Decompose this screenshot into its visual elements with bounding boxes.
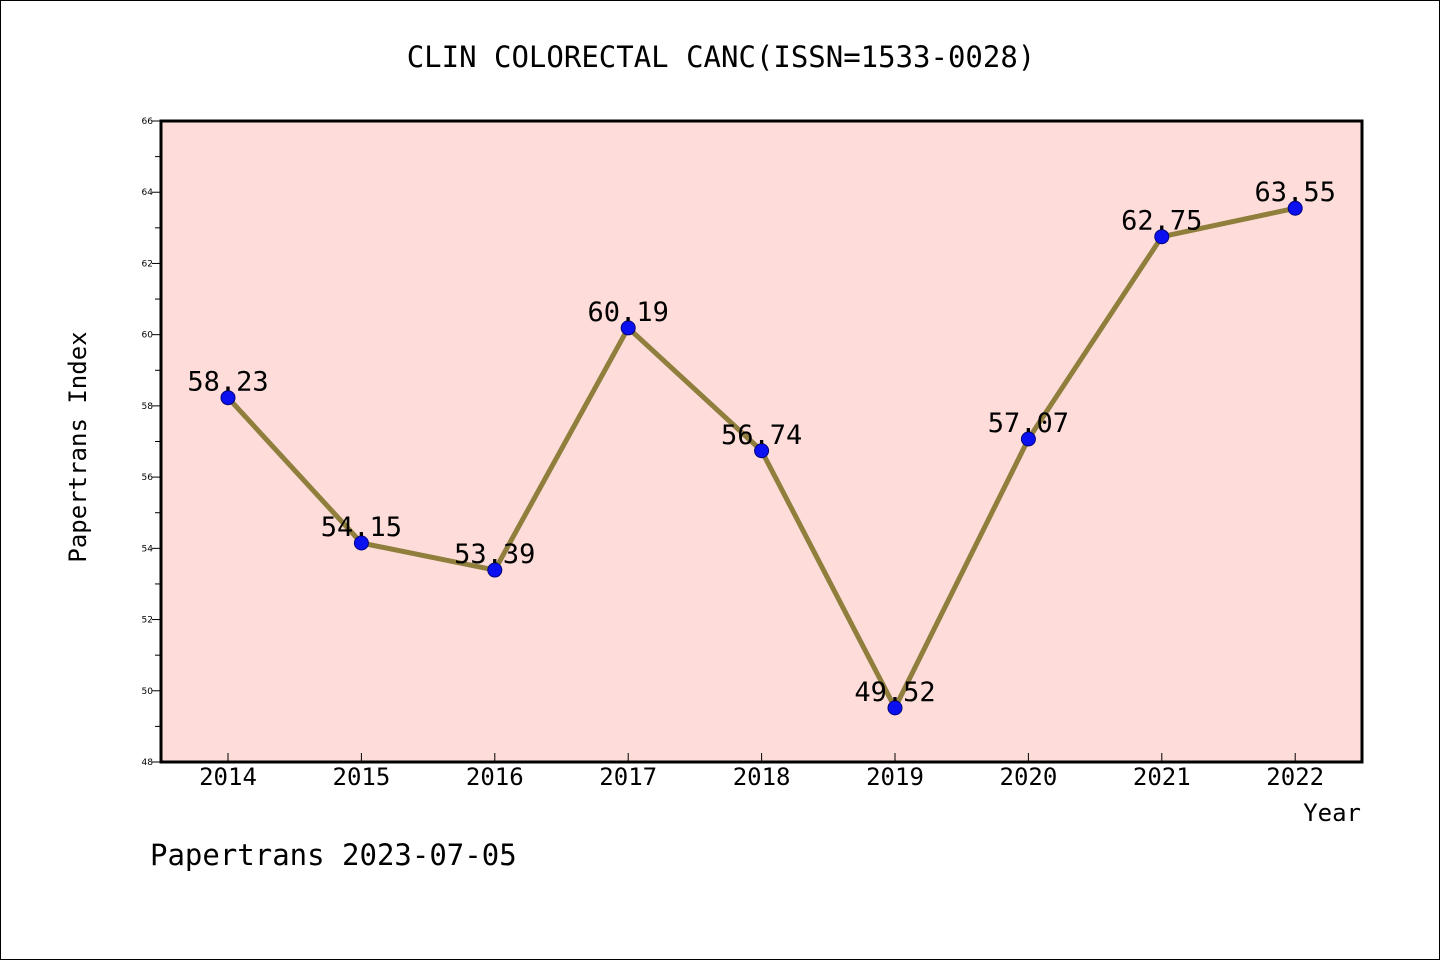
data-label: 57.07 xyxy=(988,408,1069,439)
data-point xyxy=(220,390,236,406)
y-tick-label: 66 xyxy=(142,117,154,127)
y-tick-label: 58 xyxy=(142,402,154,412)
data-point xyxy=(1287,200,1303,216)
x-tick-label: 2020 xyxy=(1000,763,1058,791)
y-tick-label: 52 xyxy=(142,616,153,626)
x-tick-label: 2019 xyxy=(866,763,924,791)
x-tick-label: 2016 xyxy=(466,763,524,791)
y-tick-label: 62 xyxy=(142,259,153,269)
chart-title: CLIN COLORECTAL CANC(ISSN=1533-0028) xyxy=(407,40,1036,74)
data-label: 63.55 xyxy=(1255,177,1336,208)
data-label: 58.23 xyxy=(187,367,268,398)
data-label: 54.15 xyxy=(321,512,402,543)
data-point xyxy=(487,562,503,578)
x-axis-ticks: 2014 2015 2016 2017 2018 2019 2020 2021 2022 xyxy=(199,753,1324,791)
data-label: 49.52 xyxy=(854,677,935,708)
data-point xyxy=(887,700,903,716)
y-tick-label: 48 xyxy=(142,758,154,768)
data-point xyxy=(1020,431,1036,447)
y-tick-label: 50 xyxy=(142,687,154,697)
x-tick-label: 2017 xyxy=(599,763,657,791)
x-tick-label: 2015 xyxy=(333,763,391,791)
data-point xyxy=(353,535,369,551)
x-axis-label: Year xyxy=(1303,799,1361,827)
data-point xyxy=(620,320,636,336)
data-label: 60.19 xyxy=(588,297,669,328)
x-tick-label: 2022 xyxy=(1266,763,1324,791)
y-axis-label: Papertrans Index xyxy=(64,331,92,562)
footer-stamp: Papertrans 2023-07-05 xyxy=(150,838,517,872)
x-tick-label: 2014 xyxy=(199,763,257,791)
y-tick-label: 56 xyxy=(142,473,154,483)
series-group: 58.23 54.15 53.39 60.19 56.74 49.52 57.07 62.75… xyxy=(187,177,1336,716)
data-point xyxy=(754,443,770,459)
y-axis-ticks: 48 50 52 54 56 58 60 62 64 66 xyxy=(142,117,161,768)
x-tick-label: 2018 xyxy=(733,763,791,791)
y-tick-label: 54 xyxy=(142,544,154,554)
x-tick-label: 2021 xyxy=(1133,763,1191,791)
plot-border xyxy=(159,119,1364,764)
data-label: 53.39 xyxy=(454,539,535,570)
y-tick-label: 64 xyxy=(142,188,154,198)
plot-area xyxy=(161,121,1362,762)
data-label: 56.74 xyxy=(721,420,802,451)
y-tick-label: 60 xyxy=(142,331,154,341)
data-point xyxy=(1154,229,1170,245)
data-label: 62.75 xyxy=(1121,206,1202,237)
